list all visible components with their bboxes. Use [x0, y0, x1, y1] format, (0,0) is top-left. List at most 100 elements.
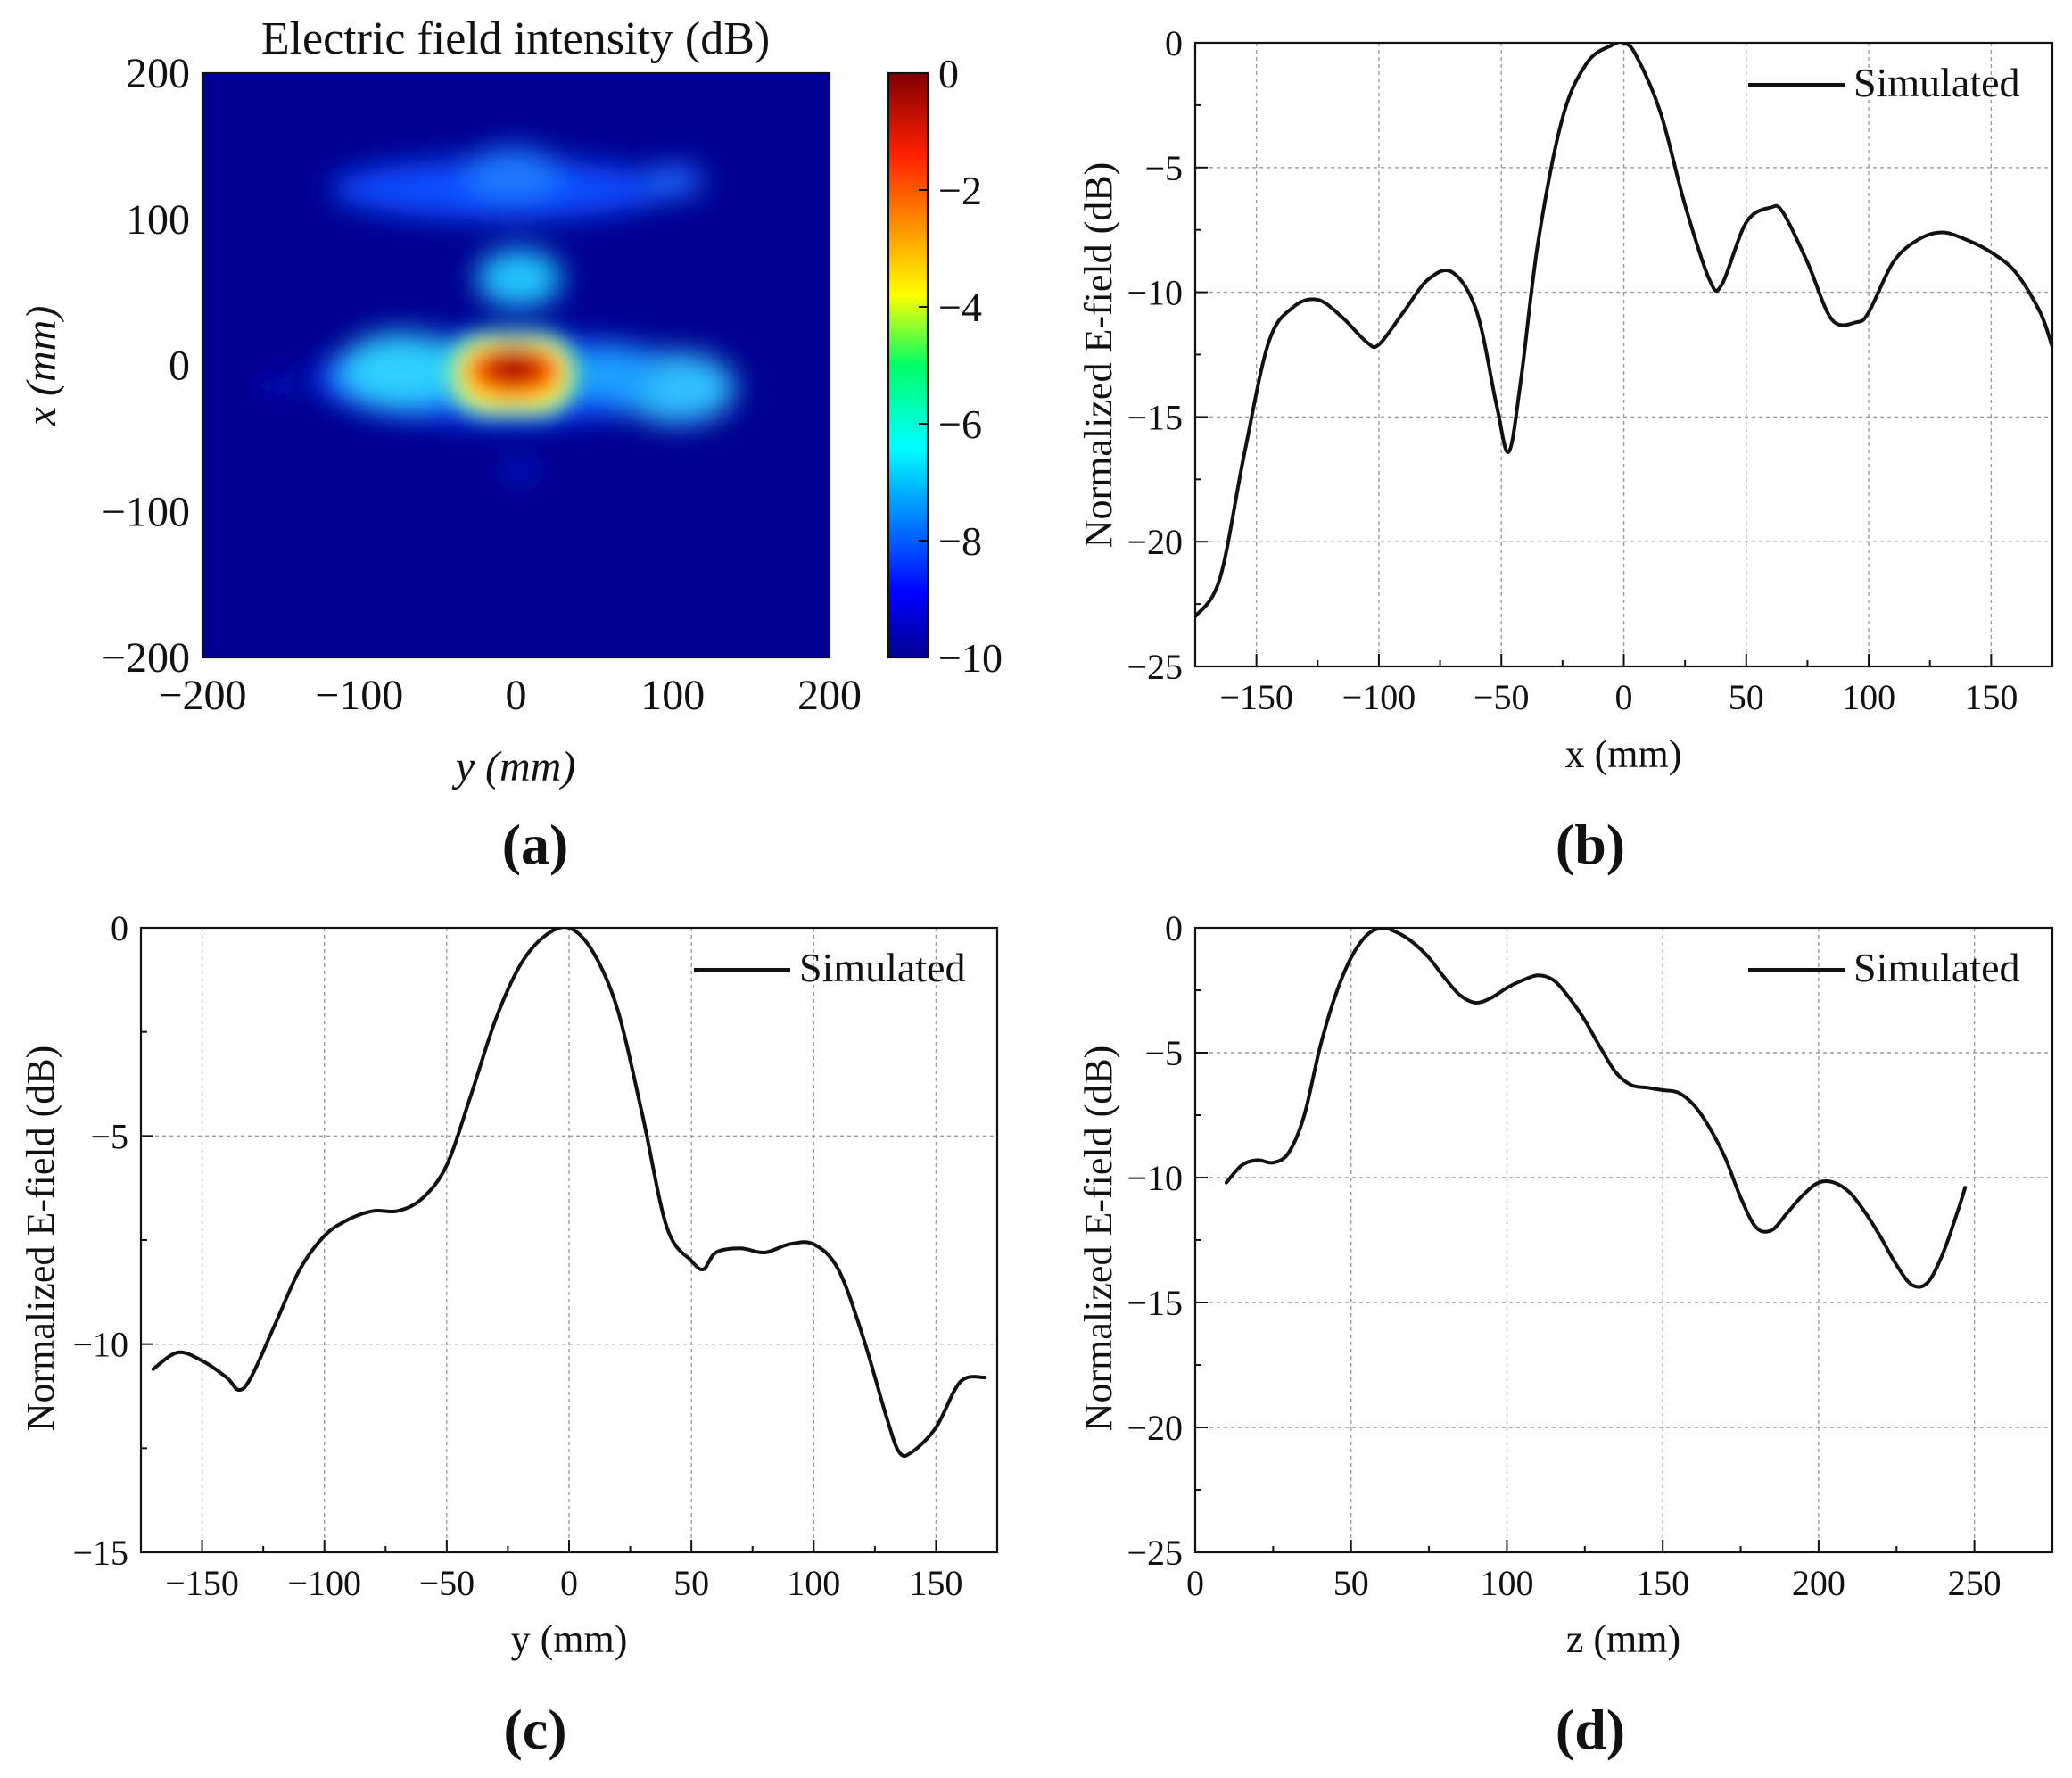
chart-c-y-tick-label: −10 [72, 1325, 128, 1365]
heatmap-x-tick-label: 0 [506, 672, 527, 719]
chart-c-x-tick-label: 50 [673, 1563, 709, 1603]
chart-d-y-tick-label: −10 [1127, 1158, 1183, 1198]
chart-c-x-tick-label: −150 [165, 1563, 239, 1603]
chart-b-series-line [1195, 43, 2052, 619]
chart-b-legend: Simulated [1748, 60, 2020, 105]
chart-b-y-tick-label: −25 [1127, 647, 1183, 687]
chart-d-x-tick-label: 100 [1480, 1563, 1533, 1603]
panel-label-d: (d) [1556, 1698, 1625, 1761]
line-chart-c: −150 −100 −50 0 50 100 150 0 −5 −10 −15 Simulated… [19, 908, 999, 1761]
chart-c-grid [141, 928, 997, 1552]
chart-d-x-ticks: 0 50 100 150 200 250 [1186, 1540, 2002, 1603]
heatmap-x-tick-label: 200 [797, 672, 862, 719]
heatmap-title: Electric field intensity (dB) [261, 13, 770, 64]
chart-b-y-tick-label: −5 [1144, 148, 1183, 188]
chart-c-x-tick-label: 150 [909, 1563, 962, 1603]
chart-d-y-axis-label: Normalized E-field (dB) [1077, 1046, 1120, 1432]
heatmap-x-tick-label: −200 [158, 672, 246, 719]
chart-b-x-tick-label: 0 [1615, 677, 1633, 717]
heatmap-y-axis-label: x (mm) [18, 306, 65, 427]
chart-c-y-axis-label: Normalized E-field (dB) [19, 1046, 62, 1432]
heatmap-y-tick-label: 0 [169, 343, 190, 390]
chart-c-x-tick-label: −50 [419, 1563, 475, 1603]
chart-d-y-tick-label: −5 [1144, 1033, 1183, 1073]
chart-c-x-tick-label: −100 [287, 1563, 361, 1603]
chart-d-series-line [1224, 928, 1968, 1289]
chart-b-x-tick-label: −100 [1342, 677, 1416, 717]
colorbar-tick-label: −10 [938, 635, 1003, 681]
chart-c-y-tick-label: −15 [72, 1533, 128, 1573]
chart-d-frame [1193, 926, 2054, 1554]
heatmap-y-ticks: −200 −100 0 100 200 [102, 50, 190, 682]
heatmap-lobe-bottom-small [499, 462, 539, 480]
heatmap-y-tick-label: 200 [126, 50, 190, 97]
heatmap-x-axis-label: y (mm) [451, 743, 576, 790]
chart-c-y-tick-label: 0 [111, 908, 128, 948]
chart-d-y-tick-label: −25 [1127, 1533, 1183, 1573]
colorbar-tick-label: 0 [938, 51, 959, 96]
colorbar-ticks: 0 −2 −4 −6 −8 −10 [919, 51, 1003, 681]
chart-b-y-axis-label: Normalized E-field (dB) [1077, 162, 1120, 549]
chart-c-legend-label: Simulated [799, 945, 966, 990]
chart-d-x-tick-label: 0 [1186, 1563, 1204, 1603]
chart-d-x-tick-label: 250 [1948, 1563, 2002, 1603]
chart-b-x-tick-label: 50 [1729, 677, 1764, 717]
panel-label-b: (b) [1556, 813, 1625, 876]
colorbar-tick-label: −8 [938, 518, 982, 564]
chart-c-x-tick-label: 0 [560, 1563, 578, 1603]
panel-label-c: (c) [503, 1698, 566, 1761]
chart-c-y-tick-label: −5 [90, 1116, 128, 1156]
panel-label-a: (a) [502, 813, 569, 876]
heatmap-plot-area [202, 73, 830, 657]
chart-b-x-ticks: −150 −100 −50 0 50 100 150 [1219, 654, 2018, 717]
heatmap-x-tick-label: 100 [640, 672, 705, 719]
chart-d-x-tick-label: 150 [1636, 1563, 1689, 1603]
chart-b-x-tick-label: −50 [1474, 677, 1530, 717]
colorbar-tick-label: −4 [938, 285, 982, 330]
chart-c-series-line [151, 928, 987, 1459]
chart-d-y-tick-label: −20 [1127, 1408, 1183, 1448]
chart-b-x-axis-label: x (mm) [1565, 732, 1682, 776]
heatmap-y-tick-label: 100 [126, 196, 190, 244]
heatmap-lobe-upper-core [464, 147, 562, 201]
chart-c-x-ticks: −150 −100 −50 0 50 100 150 [165, 1540, 962, 1603]
chart-b-grid [1195, 43, 2052, 666]
heatmap-lobe-left-small [260, 375, 293, 396]
chart-b-x-tick-label: −150 [1219, 677, 1293, 717]
line-chart-d: 0 50 100 150 200 250 0 −5 −10 −15 −20 −25 Simulate… [1077, 908, 2054, 1761]
chart-d-y-tick-label: −15 [1127, 1283, 1183, 1323]
heatmap-lobe-upper-right [643, 165, 704, 197]
chart-c-y-ticks: 0 −5 −10 −15 [72, 908, 153, 1573]
heatmap-y-tick-label: −200 [102, 634, 190, 682]
jet-colorbar [888, 73, 928, 657]
heatmap-main-lobe-peak [485, 351, 542, 384]
heatmap-lobe-left [339, 333, 464, 408]
chart-d-grid [1195, 928, 2052, 1552]
chart-d-x-axis-label: z (mm) [1566, 1617, 1680, 1661]
chart-b-y-tick-label: −10 [1127, 273, 1183, 313]
chart-d-x-tick-label: 50 [1333, 1563, 1369, 1603]
chart-d-legend: Simulated [1748, 945, 2020, 990]
chart-b-x-tick-label: 100 [1842, 677, 1895, 717]
chart-b-y-ticks: 0 −5 −10 −15 −20 −25 [1127, 23, 1208, 687]
heatmap-x-ticks: −200 −100 0 100 200 [158, 672, 862, 719]
heatmap-lobe-top-small [476, 249, 562, 308]
heatmap-panel: Electric field intensity (dB) [18, 13, 1003, 876]
colorbar-tick-label: −6 [938, 401, 982, 447]
chart-b-legend-label: Simulated [1853, 60, 2020, 105]
chart-d-y-ticks: 0 −5 −10 −15 −20 −25 [1127, 908, 1208, 1573]
chart-d-x-tick-label: 200 [1792, 1563, 1845, 1603]
colorbar-frame [887, 71, 929, 659]
chart-b-y-tick-label: 0 [1165, 23, 1183, 63]
chart-d-legend-label: Simulated [1853, 945, 2020, 990]
colorbar-tick-label: −2 [938, 168, 982, 213]
chart-b-y-tick-label: −20 [1127, 522, 1183, 562]
heatmap-x-tick-label: −100 [315, 672, 403, 719]
chart-c-x-axis-label: y (mm) [511, 1617, 628, 1661]
chart-b-y-tick-label: −15 [1127, 397, 1183, 437]
heatmap-frame [201, 71, 831, 659]
chart-c-x-tick-label: 100 [787, 1563, 840, 1603]
line-chart-b: −150 −100 −50 0 50 100 150 0 −5 −10 −15 −20 −25 Sim… [1077, 23, 2054, 876]
chart-d-y-tick-label: 0 [1165, 908, 1183, 948]
